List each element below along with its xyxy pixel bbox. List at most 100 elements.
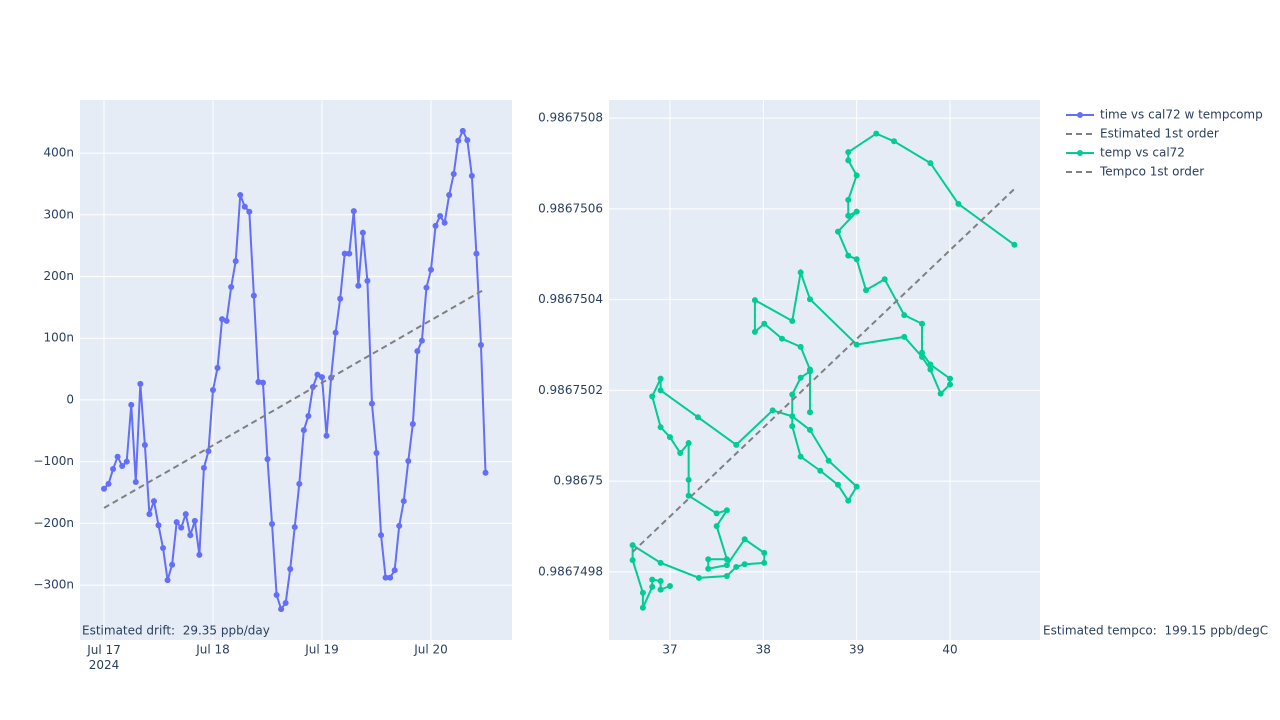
data-point: [657, 559, 664, 566]
data-point: [919, 353, 926, 360]
data-point: [947, 375, 954, 382]
data-point: [482, 469, 489, 476]
data-point: [649, 576, 656, 583]
x-tick-label: Jul 19: [304, 643, 339, 657]
data-point: [155, 522, 162, 529]
data-point: [114, 453, 121, 460]
data-point: [705, 565, 712, 572]
data-point: [666, 583, 673, 589]
data-point: [657, 578, 664, 585]
data-point: [387, 574, 394, 581]
data-point: [629, 557, 636, 564]
data-point: [414, 348, 421, 355]
data-point: [219, 316, 226, 323]
data-point: [806, 368, 813, 375]
data-point: [110, 466, 117, 473]
data-point: [845, 212, 852, 219]
data-point: [323, 432, 330, 439]
x-tick-label: 39: [849, 643, 864, 657]
data-point: [723, 507, 730, 514]
data-point: [191, 517, 198, 524]
data-point: [105, 480, 112, 487]
data-point: [694, 414, 701, 421]
data-point: [409, 421, 416, 427]
annotation: Estimated tempco: 199.15 ppb/degC: [1043, 624, 1268, 638]
data-point: [196, 551, 203, 558]
data-point: [741, 561, 748, 568]
data-point: [927, 160, 934, 167]
data-point: [845, 252, 852, 259]
data-point: [657, 387, 664, 394]
y-tick-label: 400n: [43, 146, 74, 160]
data-point: [137, 380, 144, 387]
data-point: [695, 574, 702, 581]
data-point: [446, 192, 453, 199]
data-point: [733, 563, 740, 570]
data-point: [373, 450, 380, 457]
legend-marker: [1077, 112, 1083, 118]
y-tick-label: 0.9867502: [538, 383, 603, 397]
data-point: [232, 258, 239, 265]
x-tick-label: Jul 20: [413, 643, 448, 657]
data-point: [853, 256, 860, 263]
data-point: [789, 317, 796, 324]
data-point: [273, 591, 280, 598]
data-point: [350, 208, 357, 215]
data-point: [761, 559, 768, 566]
data-point: [789, 391, 796, 398]
data-point: [797, 343, 804, 350]
data-point: [428, 266, 435, 273]
data-point: [705, 556, 712, 563]
y-tick-label: 100n: [43, 331, 74, 345]
data-point: [817, 467, 824, 474]
data-point: [178, 524, 185, 531]
data-point: [359, 229, 366, 236]
data-point: [685, 440, 692, 447]
data-point: [741, 536, 748, 543]
data-point: [845, 149, 852, 156]
x-tick-label: 37: [662, 643, 677, 657]
data-point: [733, 441, 740, 448]
data-point: [100, 485, 107, 492]
data-point: [845, 157, 852, 164]
y-tick-label: 200n: [43, 269, 74, 283]
data-point: [128, 401, 135, 408]
data-point: [666, 434, 673, 441]
data-point: [246, 208, 253, 215]
x-tick-label: 38: [756, 643, 771, 657]
data-point: [150, 498, 157, 505]
plot-background: [80, 100, 512, 640]
data-point: [927, 366, 934, 373]
data-point: [378, 532, 385, 539]
y-tick-label: 0.9867506: [538, 201, 603, 215]
data-point: [806, 296, 813, 303]
data-point: [723, 556, 730, 563]
data-point: [657, 586, 664, 593]
data-point: [464, 137, 471, 144]
data-point: [955, 200, 962, 207]
data-point: [432, 222, 439, 229]
data-point: [314, 371, 321, 378]
legend-label: time vs cal72 w tempcomp: [1100, 108, 1263, 122]
data-point: [639, 589, 646, 596]
data-point: [141, 441, 148, 448]
data-point: [341, 250, 348, 257]
data-point: [761, 549, 768, 556]
data-point: [947, 381, 954, 388]
data-point: [269, 520, 276, 527]
data-point: [214, 364, 221, 371]
data-point: [123, 458, 130, 465]
data-point: [391, 567, 398, 574]
data-point: [450, 171, 457, 178]
data-point: [423, 284, 430, 291]
data-point: [769, 407, 776, 414]
legend-label: Estimated 1st order: [1100, 127, 1219, 141]
data-point: [873, 130, 880, 137]
data-point: [332, 329, 339, 336]
data-point: [677, 450, 684, 457]
data-point: [319, 374, 326, 381]
data-point: [853, 341, 860, 348]
data-point: [200, 464, 207, 471]
data-point: [937, 390, 944, 397]
